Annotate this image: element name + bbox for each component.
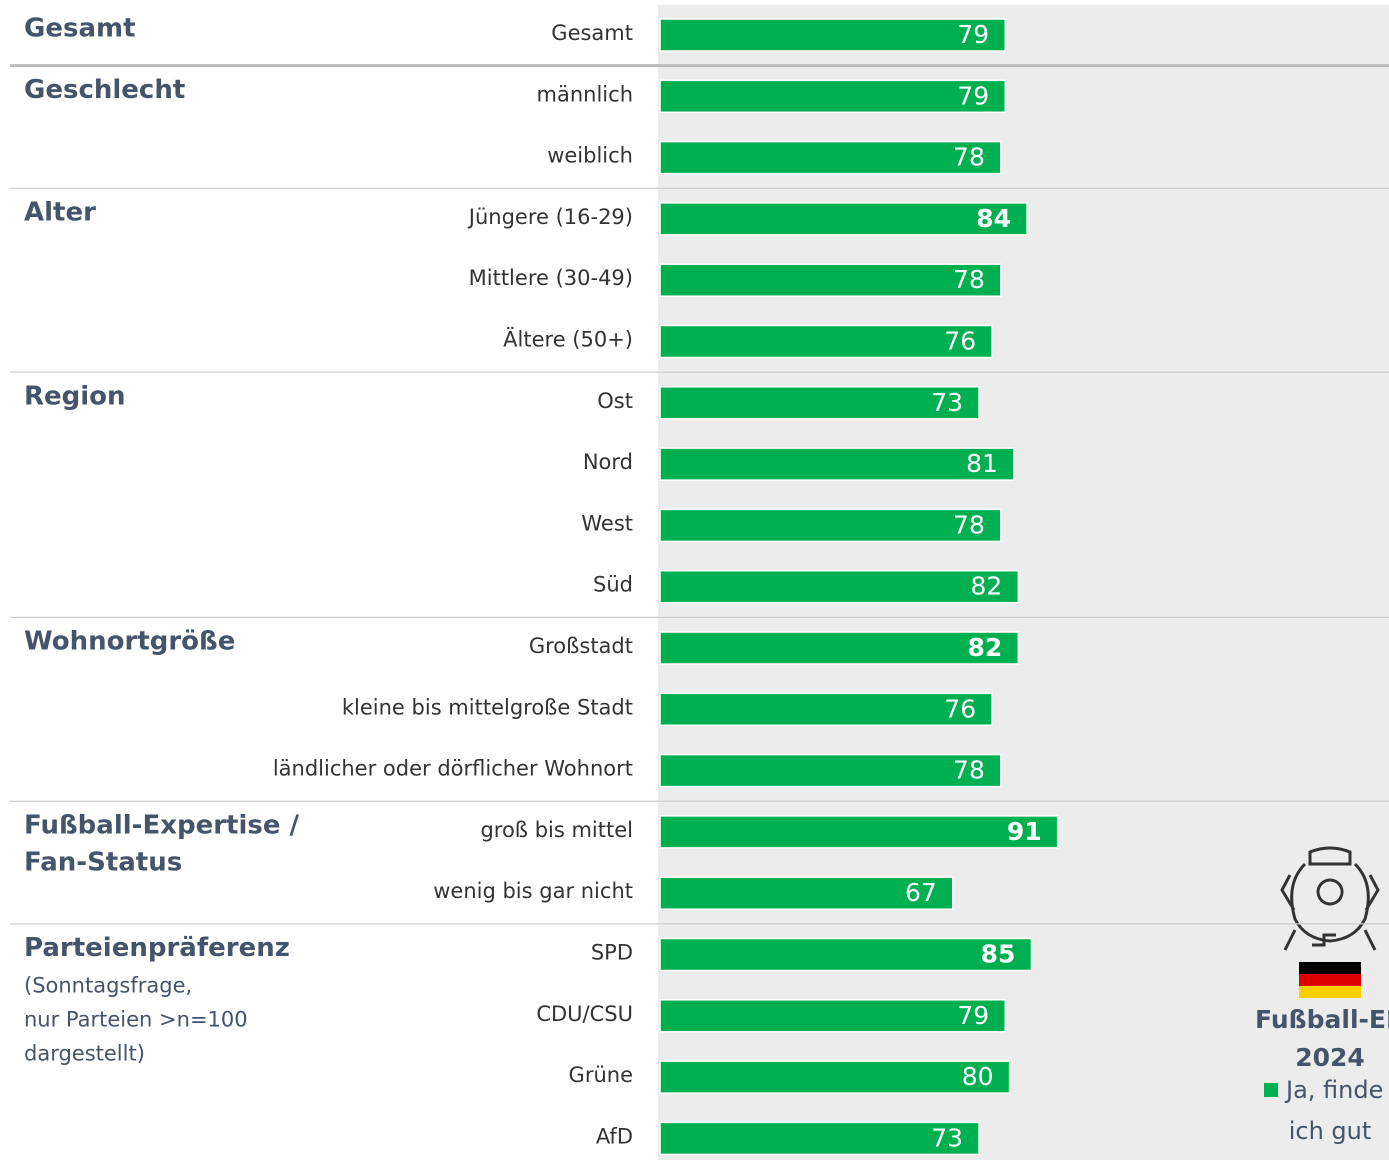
bar xyxy=(659,447,1015,481)
category-label: Grüne xyxy=(569,1063,633,1087)
legend-swatch xyxy=(1264,1083,1278,1097)
category-label: Ältere (50+) xyxy=(503,327,633,352)
category-label: West xyxy=(581,511,633,535)
value-label: 79 xyxy=(957,81,989,110)
group-note: nur Parteien >n=100 xyxy=(24,1008,248,1032)
bar xyxy=(659,815,1059,849)
legend-entry: Ja, finde ich gut xyxy=(1284,1076,1383,1145)
bar xyxy=(659,508,1002,543)
value-label: 81 xyxy=(966,449,998,478)
bar xyxy=(659,999,1006,1033)
group-label: Parteienpräferenz xyxy=(24,933,290,963)
bar xyxy=(659,876,954,910)
bar xyxy=(659,692,993,727)
value-label: 78 xyxy=(953,510,985,539)
bar xyxy=(659,1060,1011,1094)
value-label: 85 xyxy=(981,940,1016,969)
flag-stripe xyxy=(1299,986,1361,998)
group-label: Fußball-Expertise / xyxy=(24,810,300,840)
value-label: 73 xyxy=(931,1123,963,1152)
value-label: 78 xyxy=(953,265,985,294)
bar xyxy=(659,753,1002,788)
category-label: weiblich xyxy=(547,144,633,168)
value-label: 73 xyxy=(931,388,963,417)
group-label: Wohnortgröße xyxy=(24,627,235,657)
bar xyxy=(659,631,1020,665)
value-label: 80 xyxy=(962,1062,994,1091)
value-label: 79 xyxy=(957,20,989,49)
category-label: Ost xyxy=(597,389,633,413)
value-label: 76 xyxy=(944,694,976,723)
value-label: 82 xyxy=(971,572,1003,601)
category-label: Süd xyxy=(593,573,633,597)
category-label: männlich xyxy=(537,82,633,106)
bar xyxy=(659,324,993,359)
group-label: Alter xyxy=(24,197,96,227)
category-label: groß bis mittel xyxy=(480,818,633,842)
category-label: SPD xyxy=(591,941,633,965)
legend-icon xyxy=(1280,846,1380,951)
flag-stripe xyxy=(1299,962,1361,974)
bar xyxy=(659,569,1020,604)
value-label: 91 xyxy=(1007,817,1042,846)
value-label: 84 xyxy=(976,204,1011,233)
category-label: CDU/CSU xyxy=(536,1002,633,1026)
group-label: Geschlecht xyxy=(24,75,185,105)
bar xyxy=(659,140,1002,175)
value-label: 79 xyxy=(957,1001,989,1030)
category-label: Nord xyxy=(583,450,633,474)
category-label: Großstadt xyxy=(529,634,633,658)
category-label: Gesamt xyxy=(551,21,633,45)
category-label: Mittlere (30-49) xyxy=(469,266,633,290)
group-note: dargestellt) xyxy=(24,1042,145,1066)
category-label: kleine bis mittelgroße Stadt xyxy=(342,695,633,719)
group-label: Region xyxy=(24,381,126,411)
flag-stripe xyxy=(1299,974,1361,986)
value-label: 76 xyxy=(944,327,976,356)
bar xyxy=(659,202,1028,236)
group-note: (Sonntagsfrage, xyxy=(24,974,192,998)
bar xyxy=(659,1121,980,1156)
value-label: 82 xyxy=(968,633,1003,662)
category-label: AfD xyxy=(596,1124,633,1148)
bar xyxy=(659,263,1002,297)
value-label: 78 xyxy=(953,756,985,785)
value-label: 67 xyxy=(905,878,937,907)
bar xyxy=(659,937,1033,972)
category-label: wenig bis gar nicht xyxy=(433,879,633,903)
category-label: Jüngere (16-29) xyxy=(467,205,633,229)
bar xyxy=(659,18,1006,52)
value-label: 78 xyxy=(953,143,985,172)
group-label: Gesamt xyxy=(24,14,136,44)
bar xyxy=(659,386,980,420)
group-label: Fan-Status xyxy=(24,847,182,877)
bar xyxy=(659,79,1006,114)
legend-title: Fußball-EM2024 xyxy=(1255,1005,1389,1072)
category-label: ländlicher oder dörflicher Wohnort xyxy=(273,757,633,781)
